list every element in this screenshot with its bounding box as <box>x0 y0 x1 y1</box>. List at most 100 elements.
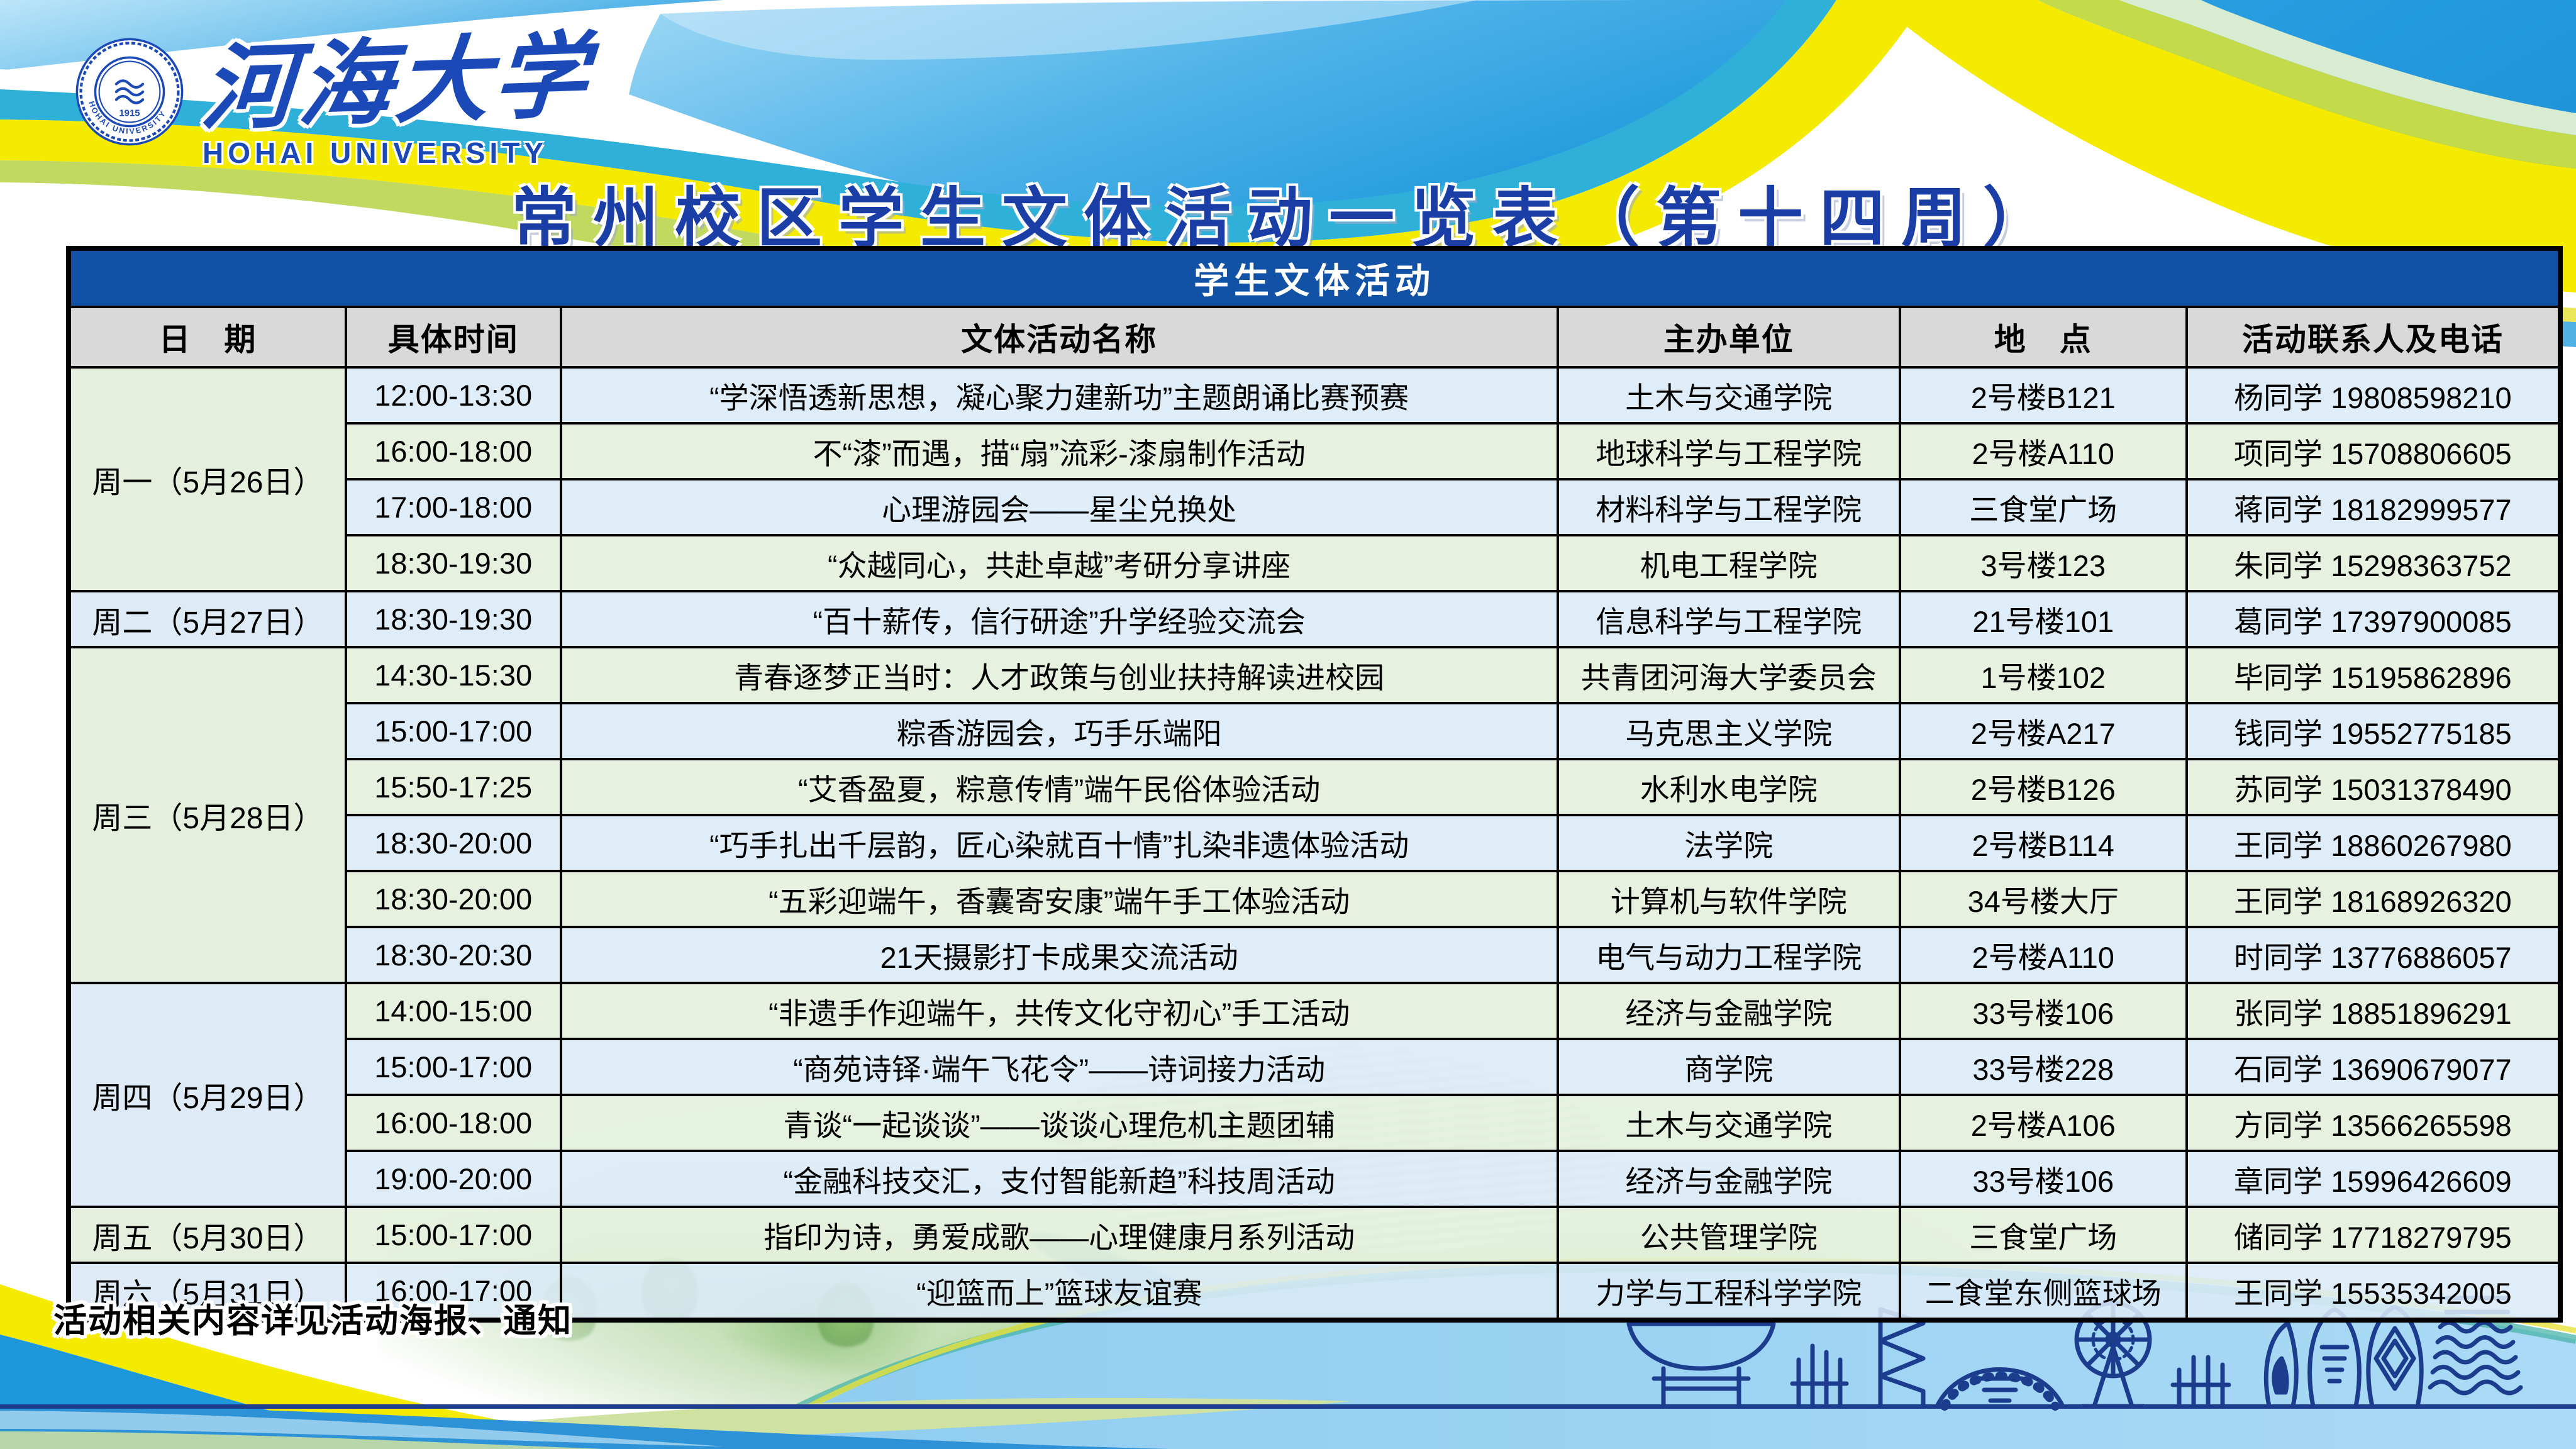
date-cell: 周四（5月29日） <box>67 982 347 1208</box>
column-header: 日 期 <box>67 306 347 369</box>
location-cell: 二食堂东侧篮球场 <box>1898 1262 2188 1321</box>
contact-cell: 葛同学 17397900085 <box>2185 590 2562 648</box>
organizer-cell: 共青团河海大学委员会 <box>1556 646 1901 704</box>
table-row: 16:00-18:00 青谈“一起谈谈”——谈谈心理危机主题团辅 土木与交通学院 2号… <box>69 1094 2562 1152</box>
location-cell: 33号楼106 <box>1898 1150 2188 1208</box>
time-cell: 18:30-20:00 <box>344 814 562 872</box>
organizer-cell: 土木与交通学院 <box>1556 1094 1901 1152</box>
activity-cell: 心理游园会——星尘兑换处 <box>559 478 1559 536</box>
table-row: 18:30-20:00 “五彩迎端午，香囊寄安康”端午手工体验活动 计算机与软件学院… <box>69 870 2562 928</box>
date-cell: 周一（5月26日） <box>67 366 347 592</box>
date-cell: 周五（5月30日） <box>67 1206 347 1264</box>
time-cell: 17:00-18:00 <box>344 478 562 536</box>
time-cell: 12:00-13:30 <box>344 366 562 425</box>
contact-cell: 章同学 15996426609 <box>2185 1150 2562 1208</box>
table-row: 18:30-20:30 21天摄影打卡成果交流活动 电气与动力工程学院 2号楼A110… <box>69 926 2562 984</box>
table-row: 18:30-20:00 “巧手扎出千层韵，匠心染就百十情”扎染非遗体验活动 法学院 2… <box>69 814 2562 872</box>
organizer-cell: 经济与金融学院 <box>1556 982 1901 1040</box>
location-cell: 3号楼123 <box>1898 534 2188 592</box>
contact-cell: 杨同学 19808598210 <box>2185 366 2562 425</box>
time-cell: 14:00-15:00 <box>344 982 562 1040</box>
table-row: 周六（5月31日） 16:00-17:00 “迎篮而上”篮球友谊赛 力学与工程科学学院… <box>67 1262 2562 1321</box>
column-header-row: 日 期具体时间 文体活动名称 主办单位地 点活动联系人及电话 <box>67 306 2562 369</box>
table-row: 15:50-17:25 “艾香盈夏，粽意传情”端午民俗体验活动 水利水电学院 2号楼B… <box>69 758 2562 816</box>
location-cell: 1号楼102 <box>1898 646 2188 704</box>
table-row: 18:30-19:30 “众越同心，共赴卓越”考研分享讲座 机电工程学院 3号楼123… <box>69 534 2562 592</box>
activity-cell: “五彩迎端午，香囊寄安康”端午手工体验活动 <box>559 870 1559 928</box>
table-banner: 学生文体活动 <box>67 247 2562 308</box>
university-seal-icon: 1915 HOHAI UNIVERSITY <box>75 38 184 146</box>
contact-cell: 蒋同学 18182999577 <box>2185 478 2562 536</box>
activity-cell: “商苑诗铎·端午飞花令”——诗词接力活动 <box>559 1038 1559 1096</box>
table-row: 16:00-18:00 不“漆”而遇，描“扇”流彩-漆扇制作活动 地球科学与工程学院… <box>69 422 2562 480</box>
table-row: 17:00-18:00 心理游园会——星尘兑换处 材料科学与工程学院 三食堂广场 蒋同学… <box>69 478 2562 536</box>
location-cell: 2号楼B121 <box>1898 366 2188 425</box>
time-cell: 16:00-17:00 <box>344 1262 562 1321</box>
activity-cell: “百十薪传，信行研途”升学经验交流会 <box>559 590 1559 648</box>
university-logo: 1915 HOHAI UNIVERSITY 河海大学 HOHAI UNIVERS… <box>74 24 594 170</box>
organizer-cell: 信息科学与工程学院 <box>1556 590 1901 648</box>
location-cell: 33号楼106 <box>1898 982 2188 1040</box>
time-cell: 19:00-20:00 <box>344 1150 562 1208</box>
location-cell: 33号楼228 <box>1898 1038 2188 1096</box>
organizer-cell: 经济与金融学院 <box>1556 1150 1901 1208</box>
location-cell: 21号楼101 <box>1898 590 2188 648</box>
location-cell: 三食堂广场 <box>1898 478 2188 536</box>
activity-cell: 指印为诗，勇爱成歌——心理健康月系列活动 <box>559 1206 1559 1264</box>
contact-cell: 王同学 18860267980 <box>2185 814 2562 872</box>
table-row: 15:00-17:00 “商苑诗铎·端午飞花令”——诗词接力活动 商学院 33号楼22… <box>69 1038 2562 1096</box>
time-cell: 14:30-15:30 <box>344 646 562 704</box>
contact-cell: 毕同学 15195862896 <box>2185 646 2562 704</box>
location-cell: 2号楼A110 <box>1898 926 2188 984</box>
column-header: 地 点 <box>1898 306 2188 369</box>
location-cell: 2号楼A110 <box>1898 422 2188 480</box>
university-name-cn: 河海大学 <box>198 24 594 142</box>
activities-table: 学生文体活动 日 期具体时间 文体活动名称 主办单位地 点活动联系人及电话 周一（5… <box>66 246 2563 1323</box>
university-name-en: HOHAI UNIVERSITY <box>203 136 548 169</box>
page-title: 常州校区学生文体活动一览表（第十四周） <box>511 182 2065 255</box>
organizer-cell: 力学与工程科学学院 <box>1556 1262 1901 1321</box>
time-cell: 15:00-17:00 <box>344 1038 562 1096</box>
table-row: 19:00-20:00 “金融科技交汇，支付智能新趋”科技周活动 经济与金融学院 33… <box>69 1150 2562 1208</box>
column-header: 主办单位 <box>1556 306 1901 369</box>
organizer-cell: 马克思主义学院 <box>1556 702 1901 760</box>
date-cell: 周六（5月31日） <box>67 1262 347 1321</box>
time-cell: 18:30-20:30 <box>344 926 562 984</box>
location-cell: 2号楼B114 <box>1898 814 2188 872</box>
organizer-cell: 公共管理学院 <box>1556 1206 1901 1264</box>
table-row: 周一（5月26日） 12:00-13:30 “学深悟透新思想，凝心聚力建新功”主题朗… <box>67 366 2562 592</box>
column-header: 具体时间 <box>344 306 562 369</box>
activity-cell: “迎篮而上”篮球友谊赛 <box>559 1262 1559 1321</box>
activity-cell: 不“漆”而遇，描“扇”流彩-漆扇制作活动 <box>559 422 1559 480</box>
activity-cell: “艾香盈夏，粽意传情”端午民俗体验活动 <box>559 758 1559 816</box>
location-cell: 2号楼A217 <box>1898 702 2188 760</box>
activity-cell: “众越同心，共赴卓越”考研分享讲座 <box>559 534 1559 592</box>
table-row: 15:00-17:00 粽香游园会，巧手乐端阳 马克思主义学院 2号楼A217 钱同学 … <box>69 702 2562 760</box>
activity-cell: “巧手扎出千层韵，匠心染就百十情”扎染非遗体验活动 <box>559 814 1559 872</box>
organizer-cell: 机电工程学院 <box>1556 534 1901 592</box>
time-cell: 18:30-20:00 <box>344 870 562 928</box>
date-cell: 周二（5月27日） <box>67 590 347 648</box>
activity-cell: 青春逐梦正当时：人才政策与创业扶持解读进校园 <box>559 646 1559 704</box>
seal-year: 1915 <box>119 108 140 119</box>
footer-note: 活动相关内容详见活动海报、通知 <box>53 1302 572 1340</box>
column-header: 文体活动名称 <box>559 306 1559 369</box>
contact-cell: 张同学 18851896291 <box>2185 982 2562 1040</box>
time-cell: 16:00-18:00 <box>344 422 562 480</box>
location-cell: 34号楼大厅 <box>1898 870 2188 928</box>
activity-cell: “金融科技交汇，支付智能新趋”科技周活动 <box>559 1150 1559 1208</box>
contact-cell: 项同学 15708806605 <box>2185 422 2562 480</box>
contact-cell: 王同学 15535342005 <box>2185 1262 2562 1321</box>
organizer-cell: 电气与动力工程学院 <box>1556 926 1901 984</box>
time-cell: 18:30-19:30 <box>344 590 562 648</box>
table-row: 周五（5月30日） 15:00-17:00 指印为诗，勇爱成歌——心理健康月系列活动… <box>67 1206 2562 1264</box>
contact-cell: 储同学 17718279795 <box>2185 1206 2562 1264</box>
contact-cell: 时同学 13776886057 <box>2185 926 2562 984</box>
contact-cell: 朱同学 15298363752 <box>2185 534 2562 592</box>
time-cell: 16:00-18:00 <box>344 1094 562 1152</box>
table-row: 周三（5月28日） 14:30-15:30 青春逐梦正当时：人才政策与创业扶持解读进… <box>67 646 2562 984</box>
organizer-cell: 法学院 <box>1556 814 1901 872</box>
time-cell: 15:00-17:00 <box>344 702 562 760</box>
time-cell: 18:30-19:30 <box>344 534 562 592</box>
activity-cell: 粽香游园会，巧手乐端阳 <box>559 702 1559 760</box>
